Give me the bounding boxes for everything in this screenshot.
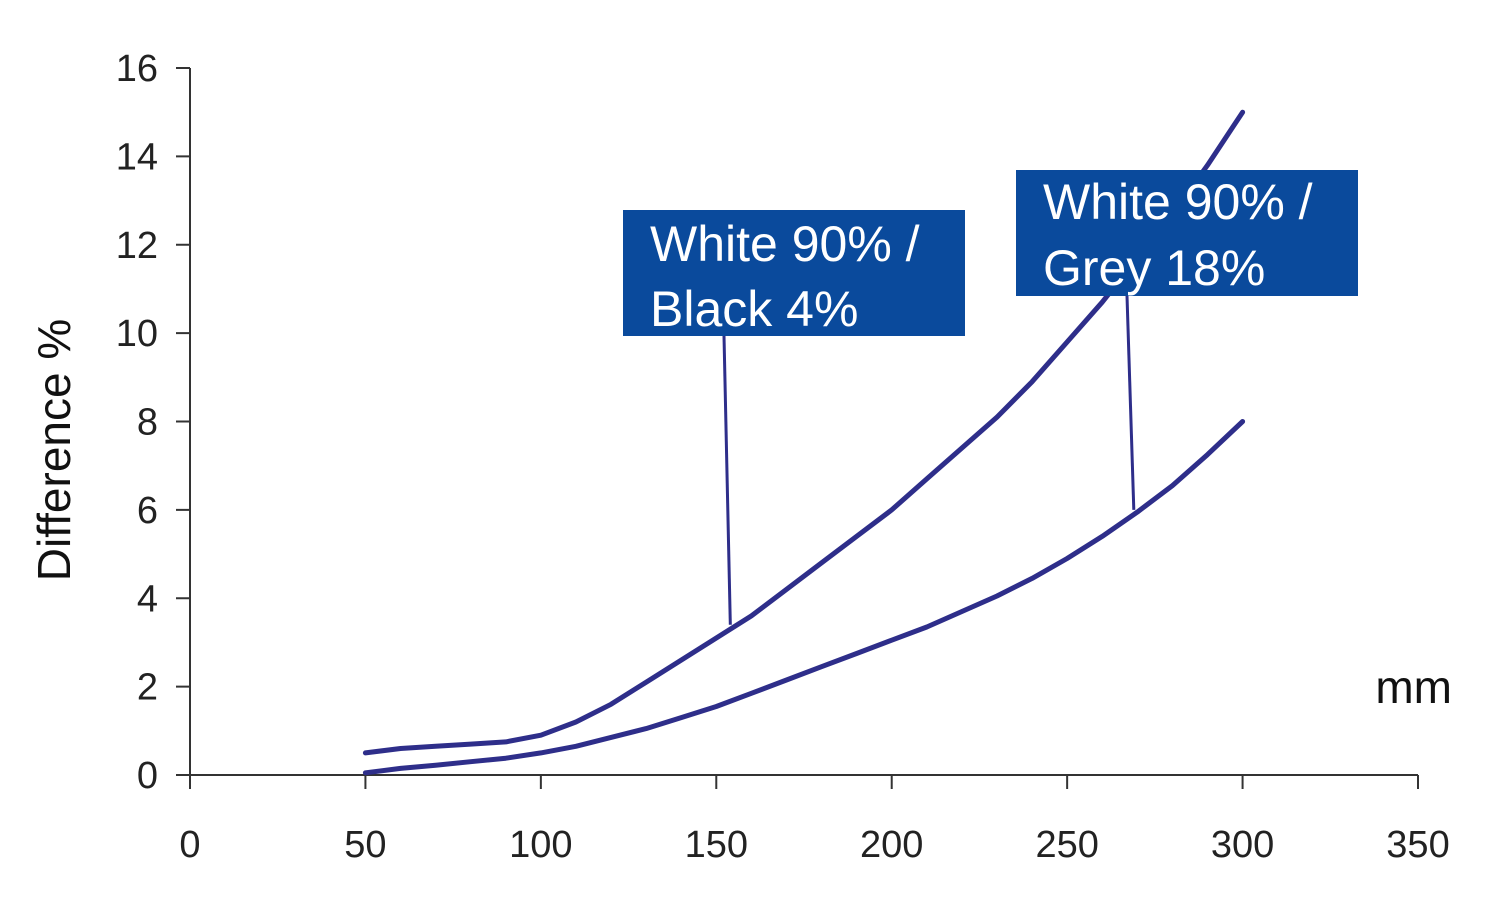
x-axis: 0 50 100 150 200 250 300 350	[176, 774, 1450, 866]
x-tick-label: 0	[179, 824, 200, 866]
annotation-text-line-2: Grey 18%	[1043, 240, 1265, 296]
x-tick-label: 300	[1211, 824, 1274, 866]
annotation-leader-line	[722, 335, 732, 625]
y-tick-label: 6	[137, 490, 158, 532]
y-tick-label: 14	[116, 136, 158, 178]
y-tick-label: 16	[116, 48, 158, 90]
y-tick-label: 2	[137, 667, 158, 709]
series-layer	[362, 109, 1246, 776]
annotation-2: White 90% / Grey 18%	[1016, 170, 1358, 510]
annotation-box	[623, 210, 965, 336]
y-axis-label: Difference %	[28, 319, 80, 582]
x-tick-label: 200	[860, 824, 923, 866]
annotation-leader-line	[1125, 295, 1136, 510]
x-tick-label: 100	[509, 824, 572, 866]
y-axis: 0 2 4 6 8 10 12 14 16	[116, 48, 191, 797]
y-tick-label: 8	[137, 402, 158, 444]
x-tick-label: 250	[1035, 824, 1098, 866]
y-tick-label: 0	[137, 755, 158, 797]
x-tick-label: 150	[685, 824, 748, 866]
annotation-1: White 90% / Black 4%	[623, 210, 965, 625]
annotation-text-line-1: White 90% /	[650, 216, 920, 272]
y-tick-label: 4	[137, 578, 158, 620]
annotation-layer: White 90% / Black 4% White 90% / Grey 18%	[623, 170, 1358, 625]
annotation-box	[1016, 170, 1358, 296]
series-line-2	[362, 419, 1246, 776]
y-tick-label: 12	[116, 225, 158, 267]
series-line-1	[362, 109, 1246, 756]
x-tick-label: 350	[1386, 824, 1449, 866]
annotation-text-line-1: White 90% /	[1043, 174, 1313, 230]
x-axis-label: mm	[1375, 661, 1452, 713]
annotation-text-line-2: Black 4%	[650, 281, 858, 337]
x-tick-label: 50	[344, 824, 386, 866]
y-tick-label: 10	[116, 313, 158, 355]
